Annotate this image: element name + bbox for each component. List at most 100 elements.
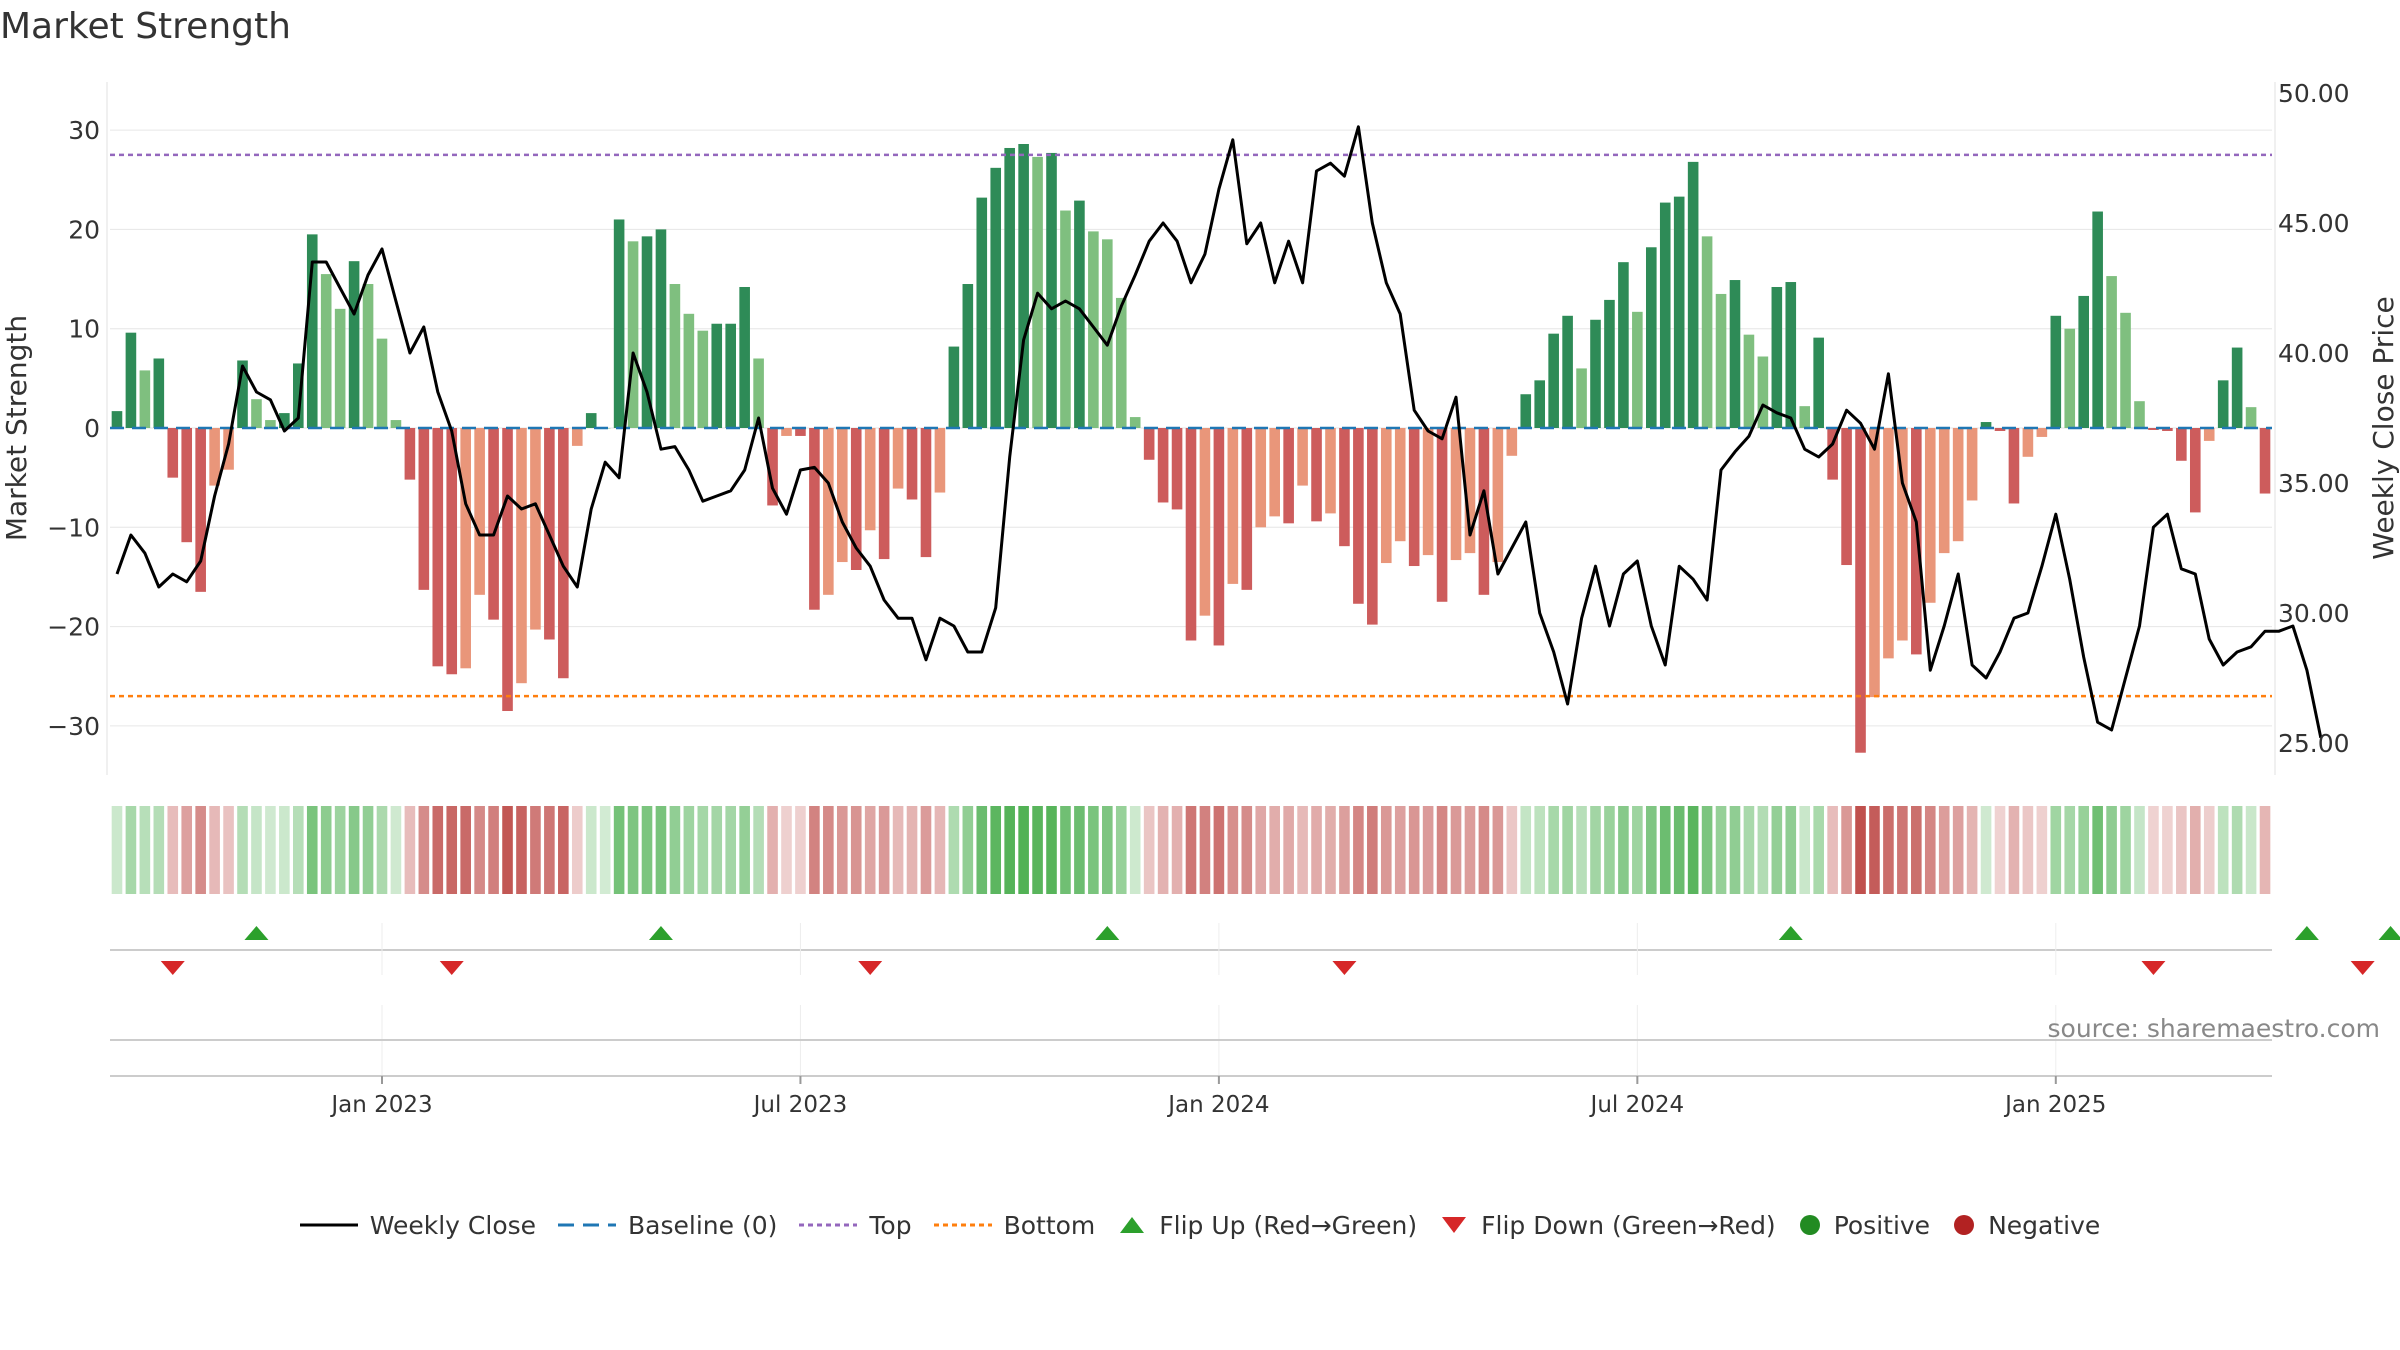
strip-cell bbox=[1576, 806, 1587, 894]
strength-bar bbox=[1311, 428, 1322, 522]
strength-bar bbox=[1255, 428, 1267, 528]
strength-bar bbox=[1576, 368, 1587, 428]
strip-cell bbox=[1590, 806, 1601, 894]
strip-cell bbox=[836, 806, 848, 894]
legend-label: Top bbox=[869, 1210, 912, 1240]
strip-cell bbox=[1464, 806, 1476, 894]
strip-cell bbox=[2176, 806, 2187, 894]
strip-cell bbox=[1074, 806, 1085, 894]
flip-down-marker bbox=[2350, 961, 2375, 975]
strength-bar bbox=[209, 428, 220, 486]
strength-bar bbox=[850, 428, 862, 570]
strip-cell bbox=[502, 806, 513, 894]
strip-cell bbox=[1548, 806, 1559, 894]
strip-cell bbox=[753, 806, 764, 894]
strength-bar bbox=[1464, 428, 1476, 554]
strip-cell bbox=[1088, 806, 1099, 894]
strength-bar bbox=[2106, 276, 2117, 428]
strip-cell bbox=[404, 806, 416, 894]
strength-bar bbox=[1562, 315, 1573, 428]
strength-bar bbox=[795, 428, 806, 436]
flip-up-marker bbox=[2294, 926, 2319, 940]
strength-bar bbox=[878, 428, 890, 560]
strength-bar bbox=[1827, 428, 1838, 480]
strip-cell bbox=[1297, 806, 1308, 894]
strength-bar bbox=[962, 284, 974, 428]
strip-cell bbox=[1980, 806, 1992, 894]
strip-cell bbox=[1534, 806, 1546, 894]
strip-cell bbox=[1673, 806, 1685, 894]
strip-cell bbox=[1883, 806, 1894, 894]
strip-cell bbox=[2050, 806, 2062, 894]
legend-dotted-icon bbox=[933, 1223, 992, 1227]
y-tick-label: 0 bbox=[84, 414, 100, 443]
strip-cell bbox=[655, 806, 667, 894]
strip-cell bbox=[530, 806, 541, 894]
strip-cell bbox=[1046, 806, 1057, 894]
strip-cell bbox=[1311, 806, 1322, 894]
strength-bar bbox=[1604, 299, 1615, 428]
strip-cell bbox=[2036, 806, 2048, 894]
strip-cell bbox=[878, 806, 890, 894]
strip-cell bbox=[446, 806, 458, 894]
flip-up-marker bbox=[1095, 926, 1120, 940]
strip-cell bbox=[976, 806, 988, 894]
strip-cell bbox=[850, 806, 862, 894]
reference-lines bbox=[110, 153, 2272, 698]
strength-bar bbox=[1367, 428, 1378, 625]
x-tick-label: Jul 2024 bbox=[1589, 1092, 1685, 1118]
strength-bar bbox=[948, 346, 960, 428]
strength-bar bbox=[153, 358, 165, 428]
strength-bar bbox=[488, 428, 499, 620]
strip-cell bbox=[1018, 806, 1029, 894]
circle-icon bbox=[1799, 1215, 1820, 1235]
strip-cell bbox=[1869, 806, 1880, 894]
strength-bar bbox=[1492, 428, 1504, 563]
legend-label: Flip Up (Red→Green) bbox=[1159, 1210, 1418, 1240]
strength-bar bbox=[836, 428, 848, 563]
strip-cell bbox=[1813, 806, 1824, 894]
strength-bar bbox=[1743, 334, 1755, 428]
strength-bar bbox=[530, 428, 541, 630]
strip-cell bbox=[1785, 806, 1797, 894]
strip-cell bbox=[1241, 806, 1253, 894]
y-tick-label: 10 bbox=[68, 315, 100, 344]
flip-up-marker bbox=[2378, 926, 2400, 940]
legend-dashed-icon bbox=[558, 1223, 617, 1227]
strip-cell bbox=[1422, 806, 1434, 894]
y-tick-label: −20 bbox=[47, 613, 100, 642]
strength-bar bbox=[669, 284, 681, 428]
strip-cell bbox=[1115, 806, 1127, 894]
strip-cell bbox=[1227, 806, 1239, 894]
strength-bar bbox=[1213, 428, 1225, 646]
strength-bar bbox=[1799, 406, 1811, 428]
strip-cell bbox=[2162, 806, 2173, 894]
strength-bar bbox=[1911, 428, 1922, 655]
strip-cell bbox=[460, 806, 471, 894]
strip-cell bbox=[934, 806, 946, 894]
strip-cell bbox=[585, 806, 597, 894]
strip-cell bbox=[125, 806, 137, 894]
strip-cell bbox=[864, 806, 876, 894]
legend-item-flip-up: Flip Up (Red→Green) bbox=[1117, 1211, 1417, 1240]
strength-bars bbox=[111, 144, 2271, 753]
strip-cell bbox=[892, 806, 904, 894]
strength-bar bbox=[1408, 428, 1420, 567]
strength-bar bbox=[1046, 152, 1057, 428]
strip-cell bbox=[1492, 806, 1504, 894]
strip-cell bbox=[1213, 806, 1225, 894]
strength-bar bbox=[1185, 428, 1197, 641]
strip-cell bbox=[251, 806, 262, 894]
strength-bar bbox=[2092, 211, 2103, 428]
strength-bar bbox=[1520, 394, 1532, 428]
flip-up-marker bbox=[1778, 926, 1803, 940]
strength-bar bbox=[376, 338, 388, 428]
strip-cell bbox=[2022, 806, 2034, 894]
y2-tick-label: 45.00 bbox=[2278, 209, 2350, 238]
strip-cell bbox=[1004, 806, 1015, 894]
strip-cell bbox=[795, 806, 806, 894]
strip-cell bbox=[2259, 806, 2271, 894]
strip-cell bbox=[1645, 806, 1657, 894]
weekly-close-line-group bbox=[115, 125, 2323, 739]
strength-bar bbox=[1618, 262, 1629, 428]
